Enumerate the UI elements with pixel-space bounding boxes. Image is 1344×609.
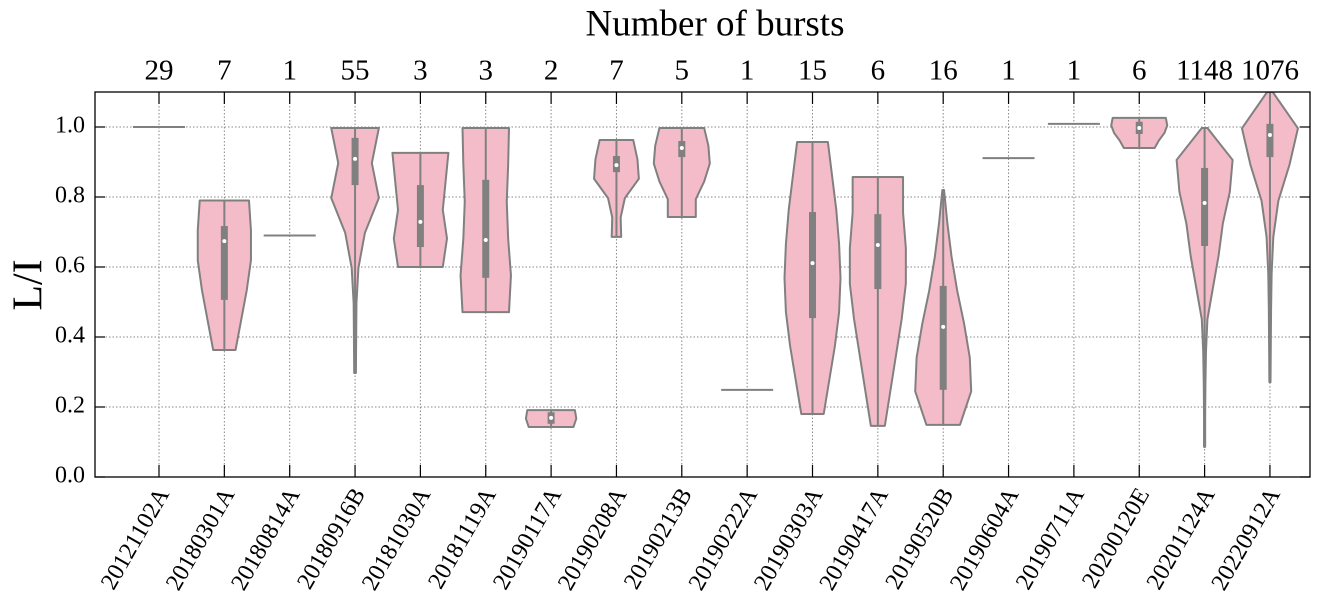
median [1137,126,1142,131]
plot-frame [94,91,1311,478]
count-label: 15 [798,55,827,87]
box [874,214,882,290]
box [939,285,947,390]
y-tick-label: 1.0 [55,113,85,139]
median [222,239,227,244]
box [416,185,424,248]
count-label: 1 [740,55,755,87]
y-axis-label: L/I [6,259,52,310]
median [614,163,619,168]
median [941,324,946,329]
count-label: 6 [1132,55,1147,87]
box [351,137,359,186]
count-label: 16 [929,55,958,87]
box [220,226,228,300]
count-label: 1 [1067,55,1082,87]
box [1201,167,1209,246]
count-label: 29 [145,55,174,87]
median [679,146,684,150]
median [418,219,423,224]
median [1202,200,1207,205]
count-label: 3 [479,55,494,87]
count-label: 7 [609,55,624,87]
count-label: 1 [282,55,297,87]
count-label: 3 [413,55,428,87]
median [1267,133,1272,138]
median [875,242,880,247]
count-label: 7 [217,55,232,87]
box [1266,123,1274,158]
box [482,179,490,278]
count-label: 2 [544,55,559,87]
y-tick-label: 0.6 [55,253,85,279]
median [353,156,358,161]
count-label: 55 [341,55,370,87]
count-label: 1148 [1176,55,1233,87]
count-label: 1 [1001,55,1016,87]
y-tick-label: 0.4 [55,323,85,349]
median [810,261,815,266]
count-label: 1076 [1241,55,1299,87]
y-tick-label: 0.0 [55,463,85,489]
count-label: 6 [871,55,886,87]
median [549,415,554,420]
count-label: 5 [675,55,690,87]
median [483,238,488,243]
chart-title: Number of bursts [586,3,845,44]
y-tick-label: 0.2 [55,393,85,419]
y-tick-label: 0.8 [55,183,85,209]
